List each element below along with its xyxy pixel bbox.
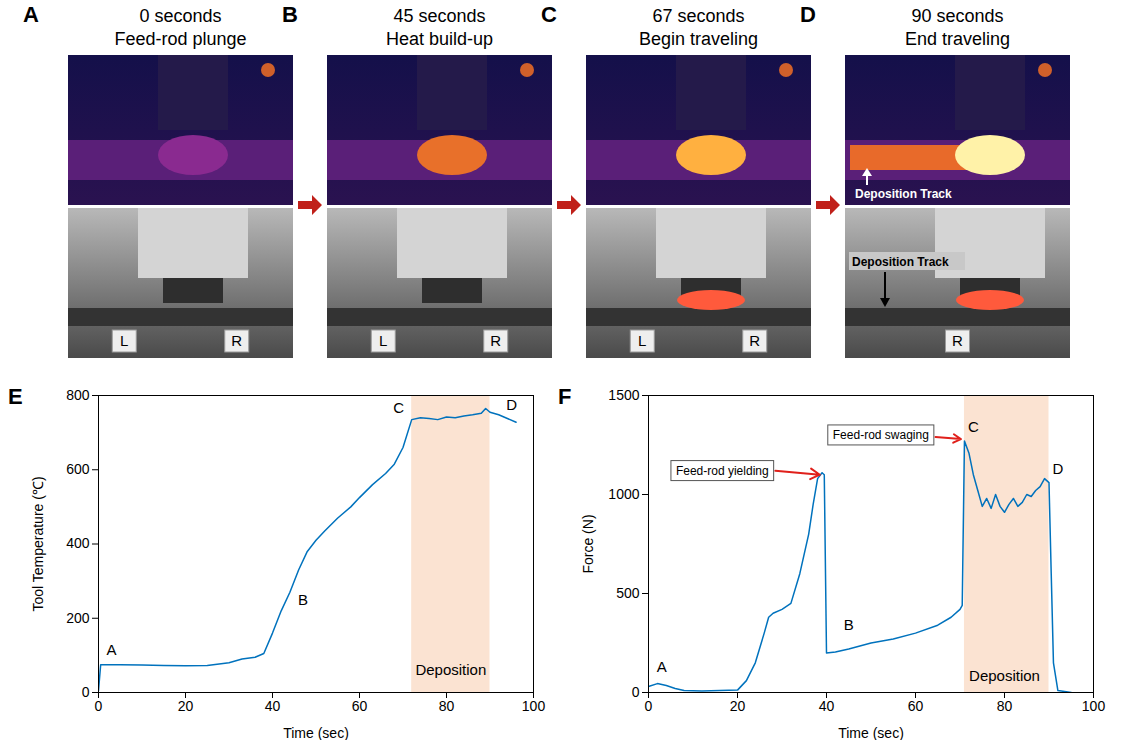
svg-text:0: 0 [82,684,90,700]
svg-text:A: A [23,2,39,27]
svg-text:67 seconds: 67 seconds [652,6,744,26]
svg-text:100: 100 [1082,698,1106,714]
svg-text:D: D [800,2,816,27]
svg-text:0: 0 [95,698,103,714]
svg-text:C: C [393,399,404,416]
svg-text:A: A [657,658,667,675]
svg-text:B: B [282,2,298,27]
svg-text:40: 40 [819,698,835,714]
svg-text:A: A [107,641,117,658]
svg-text:B: B [298,590,308,607]
svg-text:R: R [231,332,242,349]
svg-text:R: R [749,332,760,349]
svg-text:Heat build-up: Heat build-up [386,29,493,49]
html-text:E: E [8,384,23,409]
svg-text:Feed-rod swaging: Feed-rod swaging [833,428,929,442]
svg-text:45 seconds: 45 seconds [393,6,485,26]
svg-text:Tool Temperature (℃): Tool Temperature (℃) [30,476,46,611]
svg-text:600: 600 [66,461,90,477]
svg-text:500: 500 [616,585,640,601]
svg-text:L: L [379,332,387,349]
svg-text:1500: 1500 [608,387,639,403]
svg-text:D: D [1052,460,1063,477]
svg-text:60: 60 [352,698,368,714]
svg-text:Time (sec): Time (sec) [838,725,904,741]
svg-text:R: R [490,332,501,349]
svg-text:60: 60 [908,698,924,714]
svg-text:20: 20 [730,698,746,714]
svg-text:Deposition: Deposition [415,661,486,678]
svg-text:80: 80 [997,698,1013,714]
svg-text:20: 20 [178,698,194,714]
svg-text:L: L [120,332,128,349]
svg-text:Begin traveling: Begin traveling [639,29,758,49]
svg-text:R: R [952,332,963,349]
svg-text:D: D [506,396,517,413]
svg-text:800: 800 [66,387,90,403]
svg-text:C: C [968,418,979,435]
svg-text:Feed-rod plunge: Feed-rod plunge [114,29,246,49]
svg-text:C: C [541,2,557,27]
svg-text:90 seconds: 90 seconds [911,6,1003,26]
svg-text:200: 200 [66,610,90,626]
svg-text:1000: 1000 [608,486,639,502]
svg-text:Force (N): Force (N) [580,514,596,573]
svg-text:Deposition: Deposition [969,667,1040,684]
svg-text:Time (sec): Time (sec) [283,725,349,741]
svg-text:0: 0 [632,684,640,700]
svg-text:400: 400 [66,535,90,551]
svg-text:0: 0 [645,698,653,714]
svg-text:Feed-rod yielding: Feed-rod yielding [676,464,769,478]
html-text:F: F [558,384,572,409]
svg-text:0 seconds: 0 seconds [139,6,221,26]
svg-text:L: L [638,332,646,349]
svg-text:40: 40 [265,698,281,714]
svg-text:B: B [844,616,854,633]
svg-text:End traveling: End traveling [905,29,1010,49]
svg-text:80: 80 [439,698,455,714]
svg-text:100: 100 [522,698,546,714]
svg-text:Deposition Track: Deposition Track [852,255,949,269]
svg-text:Deposition Track: Deposition Track [855,187,952,201]
